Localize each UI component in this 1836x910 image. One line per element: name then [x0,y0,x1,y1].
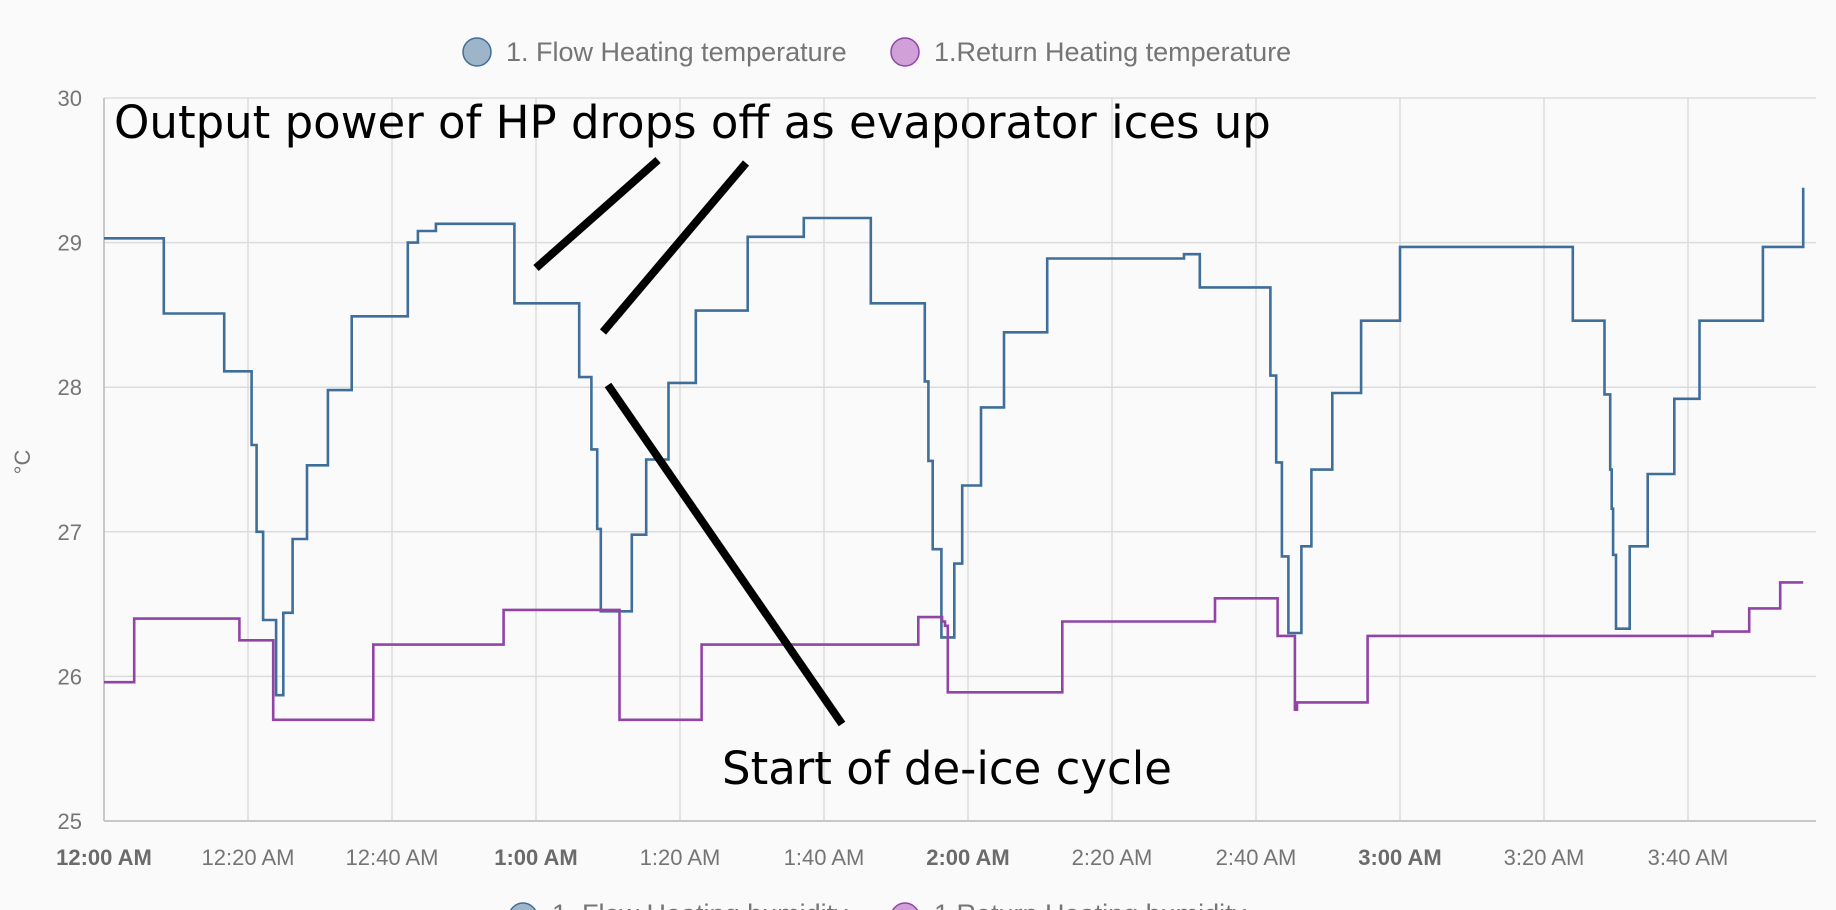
legend-item-flow[interactable]: 1. Flow Heating temperature [462,37,847,67]
x-tick-label: 1:00 AM [494,845,578,870]
legend-swatch-return [890,37,920,67]
annotation-line-1 [533,157,661,271]
legend-swatch-flow [462,37,492,67]
bottom-legend-swatch-return [892,902,918,910]
x-tick-label: 2:20 AM [1072,845,1153,870]
y-tick-label: 27 [58,520,82,545]
annotations: Output power of HP drops off as evaporat… [114,96,1271,795]
series-line-return [104,581,1804,722]
x-tick-label: 3:40 AM [1648,845,1729,870]
bottom-legend: 1. Flow Heating humidity 1.Return Heatin… [510,899,1247,910]
x-axis-ticks: 12:00 AM 12:20 AM 12:40 AM 1:00 AM 1:20 AM 1:… [56,845,1728,870]
legend-label-return: 1.Return Heating temperature [934,37,1291,67]
x-tick-label: 2:00 AM [926,845,1010,870]
legend-label-flow: 1. Flow Heating temperature [506,37,847,67]
y-axis-label: °C [10,450,35,475]
x-tick-label: 1:20 AM [640,845,721,870]
series-line-flow [104,187,1805,697]
y-axis-ticks: 25 26 27 28 29 30 [58,86,82,834]
legend-item-return[interactable]: 1.Return Heating temperature [890,37,1291,67]
x-tick-label: 12:40 AM [346,845,439,870]
bottom-legend-swatch-flow [510,902,536,910]
x-tick-label: 3:20 AM [1504,845,1585,870]
annotation-line-3 [604,382,846,727]
y-tick-label: 28 [58,375,82,400]
annotation-line-2 [599,160,750,335]
y-tick-label: 29 [58,231,82,256]
x-tick-label: 12:00 AM [56,845,152,870]
grid [103,97,1816,822]
legend: 1. Flow Heating temperature 1.Return Hea… [462,37,1291,67]
bottom-legend-label-return: 1.Return Heating humidity [934,899,1247,910]
annotation-deice: Start of de-ice cycle [722,742,1172,795]
bottom-legend-label-flow: 1. Flow Heating humidity [552,899,848,910]
x-tick-label: 2:40 AM [1216,845,1297,870]
series [104,187,1805,722]
x-tick-label: 3:00 AM [1358,845,1442,870]
y-tick-label: 30 [58,86,82,111]
y-tick-label: 25 [58,809,82,834]
x-tick-label: 1:40 AM [784,845,865,870]
x-tick-label: 12:20 AM [202,845,295,870]
annotation-evaporator: Output power of HP drops off as evaporat… [114,96,1271,149]
y-tick-label: 26 [58,664,82,689]
